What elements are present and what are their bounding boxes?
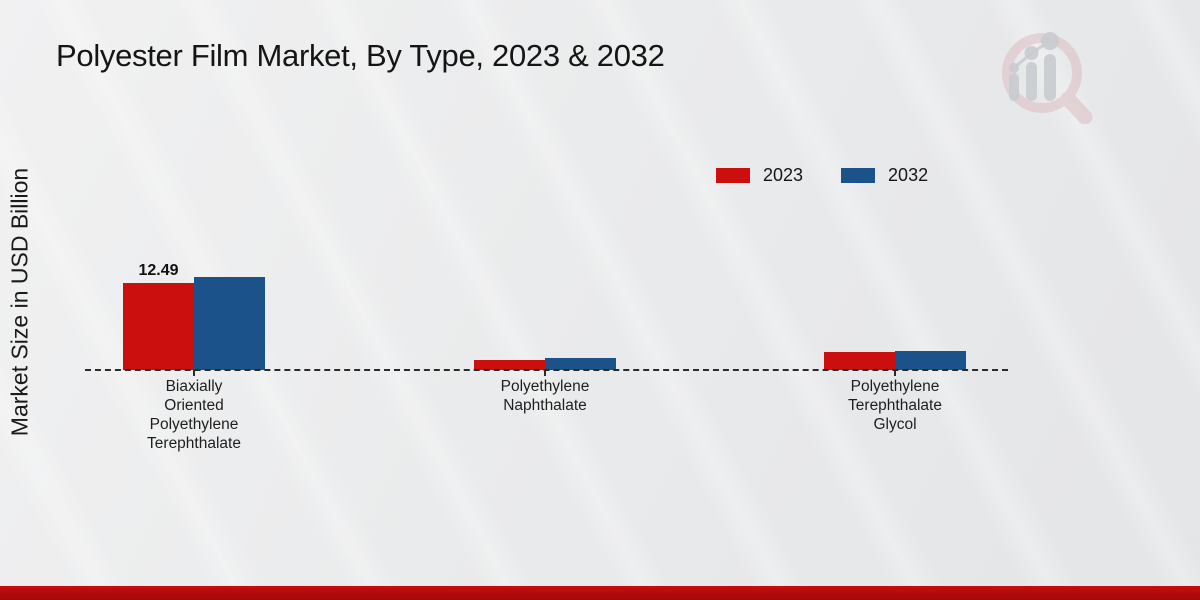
x-category-label-0: Biaxially Oriented Polyethylene Terephthala…	[74, 377, 314, 453]
bar-2023-category-2	[824, 352, 895, 370]
category-label-line: Terephthalate	[147, 435, 241, 452]
category-label-line: Polyethylene	[500, 378, 590, 395]
category-label-line: Biaxially	[165, 378, 223, 395]
bar-2032-category-0	[194, 277, 265, 370]
zero-baseline	[85, 369, 1008, 371]
legend-item-2023: 2023	[716, 165, 803, 186]
category-label-line: Oriented	[164, 397, 224, 414]
legend-item-2032: 2032	[841, 165, 928, 186]
x-tick-2	[894, 370, 896, 376]
magnifier-bar-chart-watermark-icon	[1002, 32, 1093, 124]
category-label-line: Glycol	[873, 416, 917, 433]
bar-2023-category-0	[123, 283, 194, 370]
legend: 2023 2032	[716, 165, 928, 186]
category-label-line: Naphthalate	[503, 397, 587, 414]
category-label-line: Polyethylene	[850, 378, 940, 395]
x-tick-0	[193, 370, 195, 376]
legend-swatch-2023	[716, 168, 750, 183]
x-category-label-1: Polyethylene Naphthalate	[425, 377, 665, 415]
legend-label-2023: 2023	[763, 165, 804, 185]
category-label-line: Polyethylene	[149, 416, 239, 433]
bar-value-label: 12.49	[138, 262, 179, 280]
chart-title: Polyester Film Market, By Type, 2023 & 2…	[56, 38, 665, 73]
x-category-label-2: Polyethylene Terephthalate Glycol	[775, 377, 1015, 434]
bar-2032-category-2	[895, 350, 966, 370]
footer-red-bar	[0, 586, 1200, 600]
legend-label-2032: 2032	[888, 165, 929, 185]
x-tick-1	[544, 370, 546, 376]
legend-swatch-2032	[841, 168, 876, 183]
category-label-line: Terephthalate	[848, 397, 942, 414]
bar-2032-category-1	[545, 357, 616, 370]
bar-2023-category-1	[474, 359, 545, 370]
